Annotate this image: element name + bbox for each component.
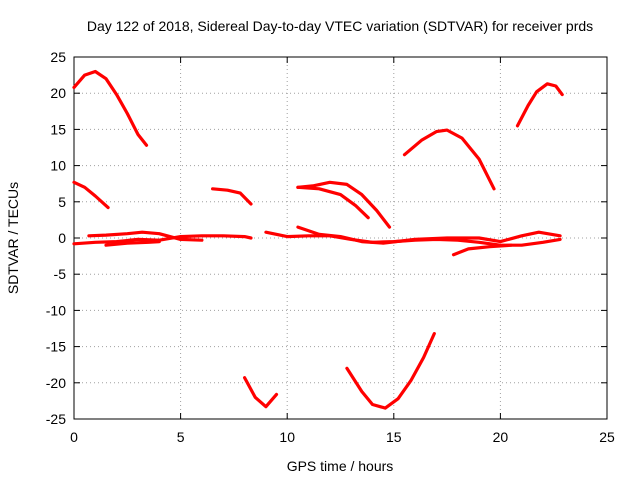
x-tick-label: 20 xyxy=(493,429,509,445)
x-tick-label: 10 xyxy=(279,429,295,445)
x-tick-label: 5 xyxy=(177,429,185,445)
series-arc-3 xyxy=(211,187,253,206)
x-tick-label: 0 xyxy=(70,429,78,445)
series-baseline-1 xyxy=(72,234,253,246)
y-tick-label: -10 xyxy=(46,302,66,318)
ticks: 0 5 10 15 20 25 -25 -20 -15 -10 -5 0 5 10 15 20 25 xyxy=(46,49,615,445)
y-tick-label: 15 xyxy=(50,121,66,137)
x-tick-label: 25 xyxy=(599,429,615,445)
series-baseline-6 xyxy=(451,243,513,257)
series-arc-5 xyxy=(296,185,370,220)
y-tick-label: -20 xyxy=(46,375,66,391)
series-arc-7 xyxy=(515,82,564,128)
x-axis-label: GPS time / hours xyxy=(287,458,394,474)
y-tick-label: 0 xyxy=(58,230,66,246)
series-arc-2 xyxy=(72,180,110,210)
series-arc-6 xyxy=(402,128,496,191)
y-tick-label: -5 xyxy=(54,266,67,282)
y-tick-label: 25 xyxy=(50,49,66,65)
y-tick-label: 20 xyxy=(50,85,66,101)
series-baseline-3 xyxy=(104,240,161,247)
y-tick-label: -15 xyxy=(46,339,66,355)
series-arc-9 xyxy=(345,332,436,410)
x-tick-label: 15 xyxy=(386,429,402,445)
series-baseline-5 xyxy=(296,225,562,245)
y-tick-label: -25 xyxy=(46,411,66,427)
series-arc-8 xyxy=(243,376,279,409)
series-baseline-2 xyxy=(87,230,204,242)
y-tick-label: 10 xyxy=(50,158,66,174)
y-tick-label: 5 xyxy=(58,194,66,210)
chart-title: Day 122 of 2018, Sidereal Day-to-day VTE… xyxy=(87,18,593,34)
data-series xyxy=(72,69,564,410)
series-arc-1 xyxy=(72,69,149,147)
y-axis-label: SDTVAR / TECUs xyxy=(5,182,21,294)
series-arc-4 xyxy=(296,180,392,229)
